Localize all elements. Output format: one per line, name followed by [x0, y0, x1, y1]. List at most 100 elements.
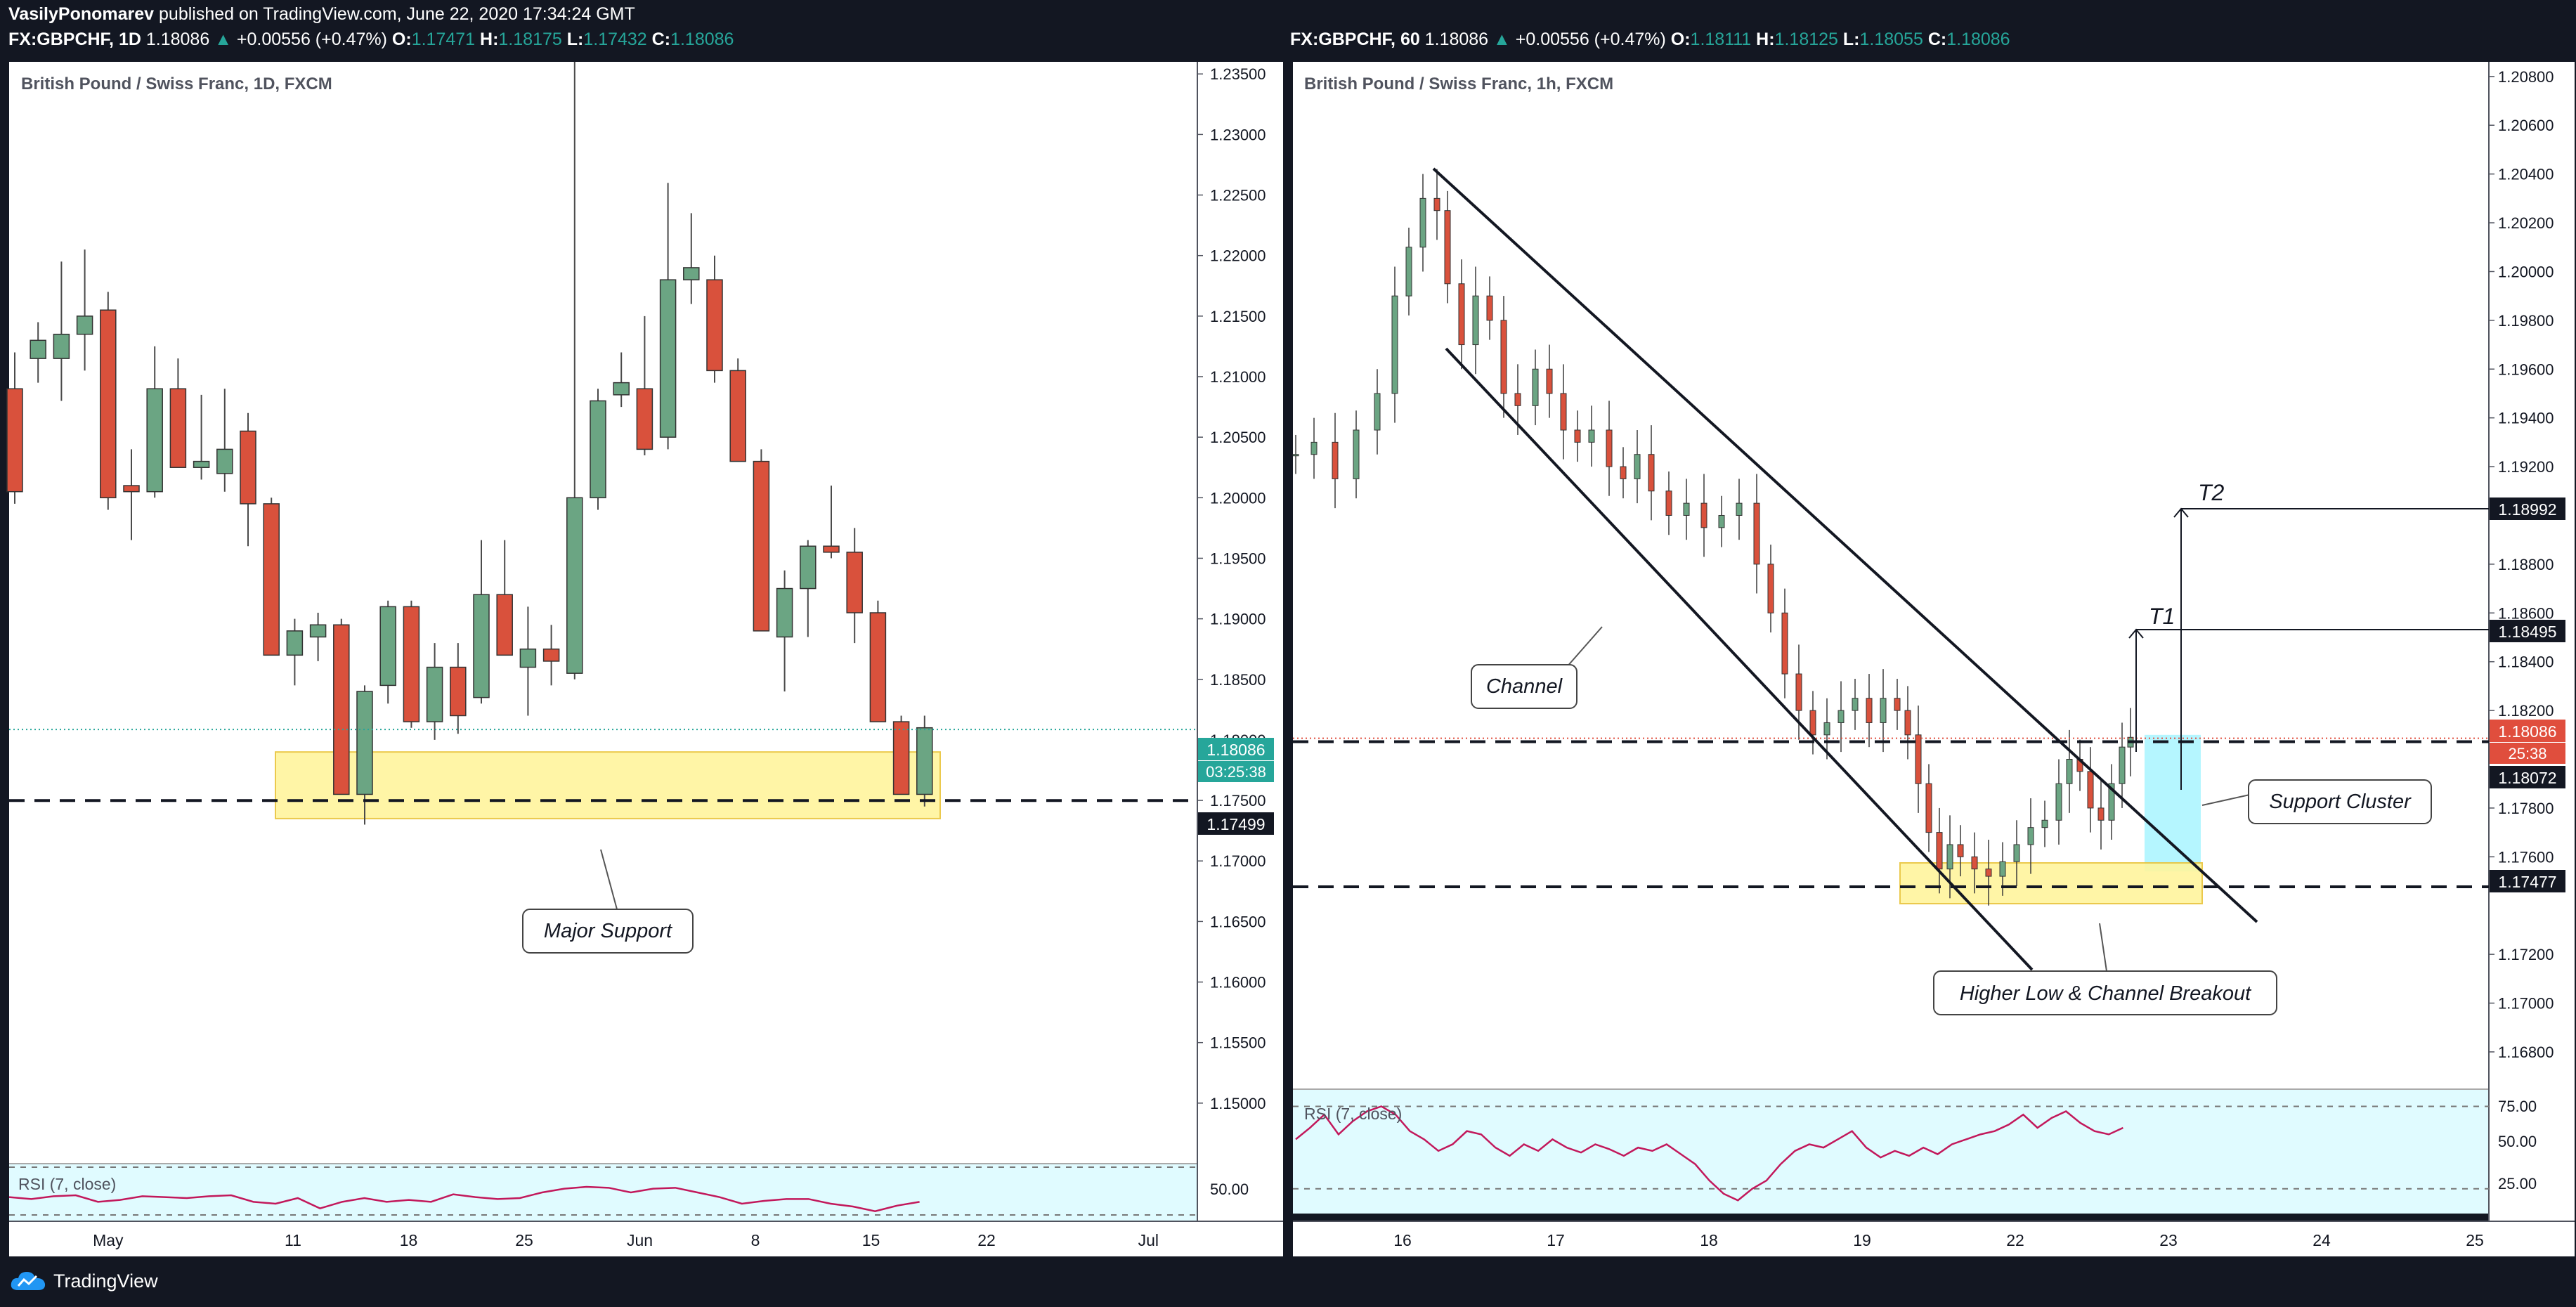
right-x-ticks: 16 17 18 19 22 23 24 25 [1393, 1231, 2484, 1249]
right-low: 1.18055 [1859, 30, 1923, 49]
left-c-label: C: [651, 30, 671, 49]
left-candle-body [519, 648, 537, 668]
left-y-tick-label: 1.16000 [1210, 974, 1266, 991]
right-rsi-pane[interactable] [1293, 1090, 2489, 1214]
right-c-label: C: [1927, 30, 1947, 49]
left-x-tick-label: 18 [400, 1231, 418, 1249]
right-candle-body [1588, 429, 1595, 443]
left-candle-body [53, 333, 70, 359]
left-candle-body [613, 382, 630, 396]
right-candle-body [1500, 320, 1507, 394]
right-y-tick-label: 1.18400 [2498, 654, 2554, 671]
left-candle-body [6, 388, 23, 493]
right-y-tick-label: 1.20800 [2498, 68, 2554, 86]
right-y-tick-label: 1.18800 [2498, 556, 2554, 573]
left-close: 1.18086 [670, 30, 734, 49]
left-time-axis[interactable] [9, 1221, 1197, 1256]
right-x-tick-label: 18 [1700, 1231, 1718, 1249]
left-x-tick-label: Jul [1138, 1231, 1159, 1249]
publish-header: VasilyPonomarev published on TradingView… [0, 0, 2576, 60]
left-y-tick-label: 1.20000 [1210, 489, 1266, 507]
left-candle-body [379, 606, 396, 687]
right-h-label: H: [1756, 30, 1775, 49]
left-candle-body [146, 388, 163, 493]
breakout-callout[interactable] [1933, 970, 2277, 1015]
right-higher-low-zone [1899, 862, 2203, 904]
left-x-tick-label: Jun [627, 1231, 653, 1249]
major-support-callout[interactable] [522, 909, 694, 954]
left-candle-body [356, 691, 373, 795]
chart-canvas[interactable]: 1.23500 1.23000 1.22500 1.22000 1.21500 1.210… [0, 0, 2576, 1261]
left-y-tick-label: 1.20500 [1210, 429, 1266, 446]
right-y-tick-label: 1.20200 [2498, 214, 2554, 232]
right-candle-body [1391, 295, 1398, 394]
right-rsi-label: RSI (7, close) [1304, 1105, 1402, 1123]
left-y-tick-label: 1.17000 [1210, 852, 1266, 870]
left-candle-body [426, 666, 443, 722]
left-h-label: H: [480, 30, 499, 49]
right-current-price-tag [2490, 720, 2565, 742]
right-chart-panel[interactable]: 1.20800 1.20600 1.20400 1.20200 1.20000 1.198… [1292, 62, 2575, 1256]
right-candle-body [1353, 429, 1360, 479]
tradingview-cloud-icon [11, 1272, 46, 1290]
right-time-axis[interactable] [1293, 1221, 2489, 1256]
right-candle-body [1472, 295, 1479, 346]
right-rsi-level-75: 75.00 [2498, 1098, 2537, 1115]
left-candle-body [309, 624, 327, 638]
tradingview-brand[interactable]: TradingView [10, 1269, 158, 1293]
support-cluster-callout[interactable] [2248, 779, 2432, 824]
left-support-price-tag [1198, 812, 1274, 835]
left-y-tick-label: 1.21500 [1210, 308, 1266, 325]
right-candle-body [1405, 247, 1412, 297]
right-candle-body [1999, 861, 2006, 877]
t1-label: T1 [2149, 604, 2175, 629]
right-candle-body [1809, 710, 1816, 736]
left-main-pane[interactable] [9, 62, 1197, 1164]
right-t1-price-tag [2490, 620, 2565, 642]
left-y-tick-label: 1.18500 [1210, 671, 1266, 689]
author-name[interactable]: VasilyPonomarev [8, 4, 155, 24]
right-x-tick-label: 22 [2006, 1231, 2024, 1249]
right-y-tick-label: 1.18200 [2498, 702, 2554, 720]
left-price-axis[interactable] [1197, 62, 1283, 1256]
right-candle-body [2041, 819, 2048, 828]
publish-info: VasilyPonomarev published on TradingView… [8, 4, 635, 25]
right-y-tick-label: 1.19600 [2498, 360, 2554, 378]
right-y-tick-label: 1.20000 [2498, 263, 2554, 280]
right-candle-body [1606, 429, 1613, 467]
left-candle-body [123, 485, 140, 493]
right-rsi-level-25: 25.00 [2498, 1175, 2537, 1192]
left-x-tick-label: 22 [977, 1231, 996, 1249]
right-candle-body [1620, 466, 1627, 479]
left-candle-body [263, 503, 280, 656]
left-candle-body [473, 594, 490, 698]
right-t2-price-tag [2490, 498, 2565, 520]
right-rsi [1293, 1105, 2489, 1202]
right-candle-body [1915, 734, 1922, 784]
right-candle-body [1546, 368, 1553, 394]
right-candle-body [1946, 844, 1953, 870]
right-y-tick-label: 1.19800 [2498, 312, 2554, 330]
right-y-tick-label: 1.17800 [2498, 800, 2554, 817]
left-candle-body [542, 648, 560, 662]
right-main-pane[interactable] [1293, 62, 2489, 1088]
left-x-tick-label: 15 [862, 1231, 880, 1249]
right-symbol: FX:GBPCHF, 60 [1290, 30, 1420, 49]
right-candle-body [1971, 856, 1978, 870]
published-text: published on TradingView.com, June 22, 2… [159, 4, 635, 24]
right-y-tick-label: 1.18600 [2498, 604, 2554, 622]
channel-callout[interactable] [1471, 664, 1578, 709]
left-candle-body [216, 448, 233, 474]
left-chart-panel[interactable]: 1.23500 1.23000 1.22500 1.22000 1.21500 1.210… [6, 62, 1283, 1256]
left-x-tick-label: 11 [285, 1231, 301, 1249]
left-rsi-pane[interactable] [9, 1164, 1197, 1221]
right-candle-body [2087, 771, 2094, 809]
right-candle-body [1866, 698, 1873, 723]
left-y-ticks: 1.23500 1.23000 1.22500 1.22000 1.21500 1.210… [1197, 65, 1266, 1112]
right-candle-body [2013, 844, 2020, 862]
channel-label: Channel [1486, 675, 1563, 698]
right-price-axis[interactable] [2489, 62, 2575, 1256]
right-x-tick-label: 25 [2466, 1231, 2484, 1249]
right-rsi-line [1295, 1105, 2123, 1202]
right-candle-body [1736, 502, 1743, 516]
